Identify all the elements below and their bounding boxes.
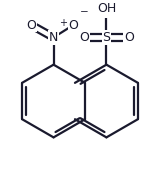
Text: O: O (79, 31, 89, 44)
Text: O: O (26, 19, 36, 31)
Text: O: O (68, 19, 78, 31)
Text: OH: OH (97, 2, 116, 15)
Text: O: O (124, 31, 134, 44)
Text: +: + (59, 18, 67, 28)
Text: −: − (80, 7, 89, 17)
Text: S: S (102, 31, 110, 44)
Text: N: N (49, 31, 58, 44)
